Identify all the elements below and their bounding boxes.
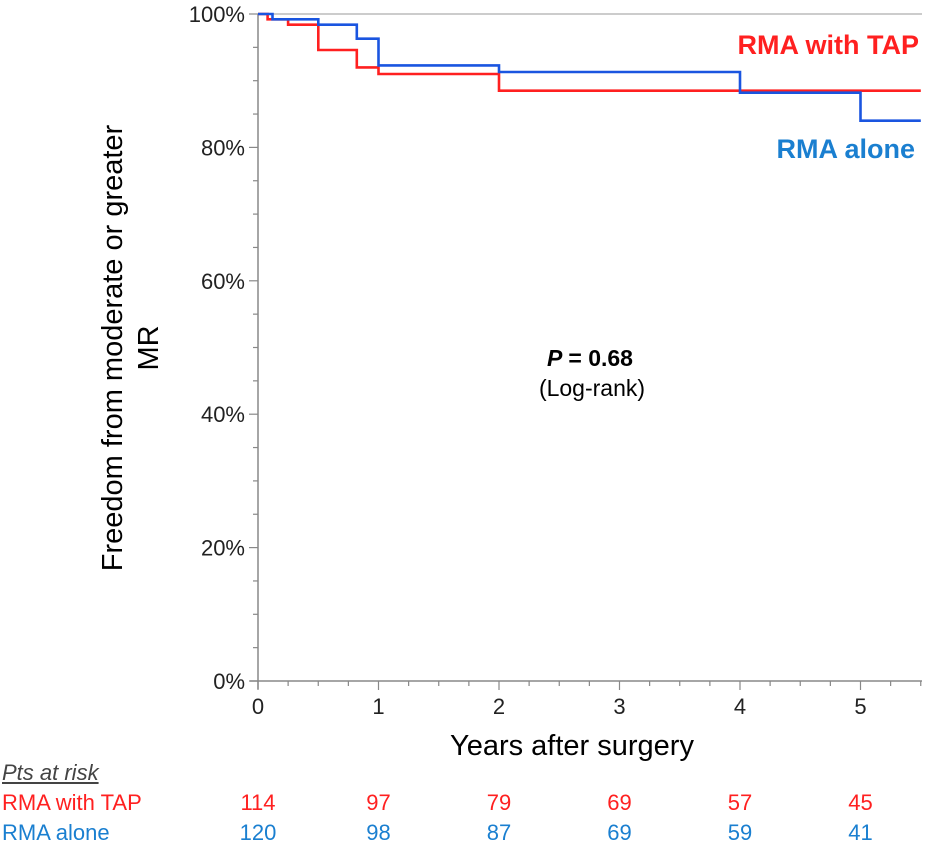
risk-value: 120 [239,820,277,845]
x-tick-label: 3 [613,694,625,719]
risk-value: 45 [848,790,873,815]
y-tick-label: 0% [213,669,245,694]
x-tick-label: 4 [734,694,746,719]
p-value-annotation: P = 0.68 [547,345,633,371]
x-tick-label: 5 [854,694,866,719]
risk-value: 69 [607,820,632,845]
x-tick-label: 0 [252,694,264,719]
y-tick-label: 40% [201,402,245,427]
y-tick-label: 20% [201,536,245,561]
x-axis-title: Years after surgery [450,730,694,762]
risk-value: 69 [607,790,632,815]
risk-value: 97 [366,790,391,815]
y-axis-title-line2: MR [133,325,165,370]
series-label-rma-with-tap: RMA with TAP [738,30,919,60]
risk-value: 41 [848,820,873,845]
y-axis-title: Freedom from moderate or greater MR [97,124,165,571]
x-tick-label: 1 [372,694,384,719]
series-layer [258,12,921,122]
y-tick-label: 100% [189,2,245,27]
plot-frame [250,13,922,689]
risk-value: 87 [486,820,512,845]
risk-value: 79 [486,790,512,815]
series-line-rma-alone [258,12,921,122]
y-axis-title-line1: Freedom from moderate or greater [97,124,129,571]
p-value: = 0.68 [568,345,633,371]
risk-table-header: Pts at risk [2,760,99,785]
series-line-rma-with-tap [258,12,921,92]
y-tick-label: 60% [201,269,245,294]
risk-value: 98 [366,820,391,845]
risk-row-label-rma-alone: RMA alone [2,820,110,845]
risk-value: 57 [727,790,753,815]
tick-layer: 0% 20% 40% 60% 80% 100% 0 1 2 3 4 5 [189,2,922,719]
test-label: (Log-rank) [539,375,645,401]
x-tick-label: 2 [493,694,505,719]
km-chart: 0% 20% 40% 60% 80% 100% 0 1 2 3 4 5 RMA with TAP RM… [97,2,922,762]
y-tick-label: 80% [201,135,245,160]
risk-row-label-rma-with-tap: RMA with TAP [2,790,142,815]
risk-value: 114 [240,790,276,815]
p-label: P [547,345,563,371]
series-label-rma-alone: RMA alone [776,134,915,164]
risk-value: 59 [727,820,753,845]
